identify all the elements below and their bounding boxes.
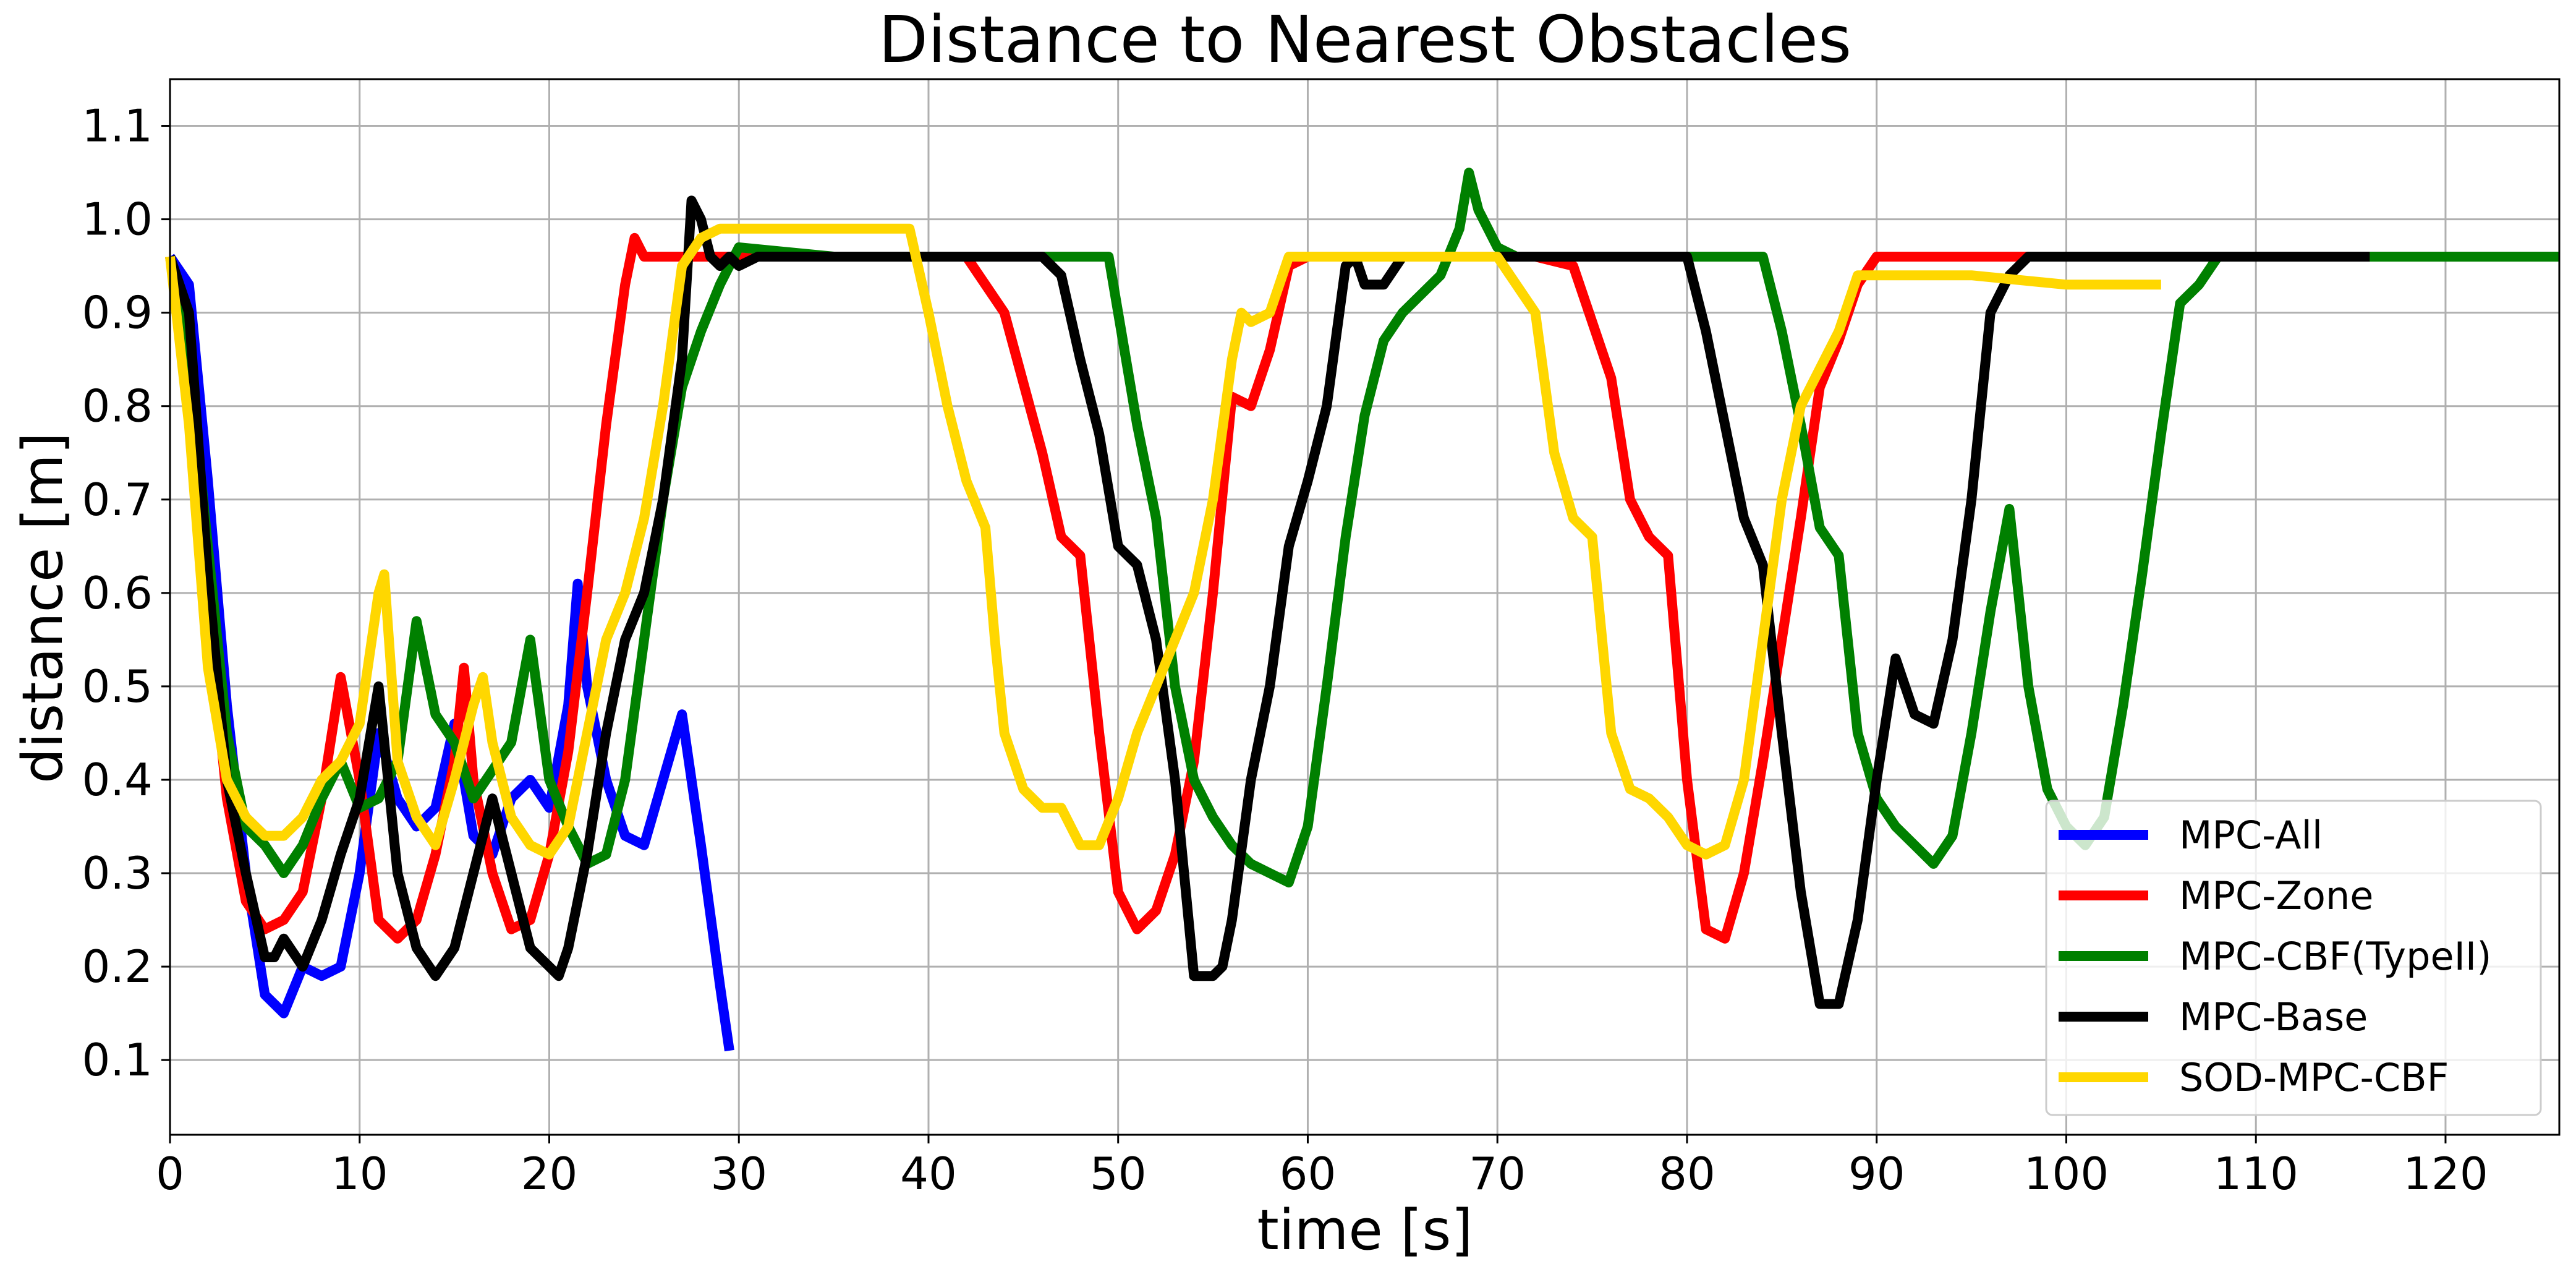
legend-label: MPC-Base [2179,994,2368,1040]
x-tick-label: 110 [2213,1148,2298,1200]
axis-ticks: 0 10 20 30 40 50 60 70 80 90 100 110 120 0.1 0.2 0.3 0.4… [82,100,2488,1200]
x-tick-label: 120 [2403,1148,2488,1200]
series-line-mpc-base [165,195,2370,1009]
x-tick-label: 80 [1659,1148,1715,1200]
legend-label: MPC-All [2179,813,2323,858]
series-lines [165,168,2559,1052]
y-tick-label: 0.1 [82,1034,153,1086]
y-tick-label: 0.4 [82,754,153,806]
legend-label: MPC-Zone [2179,873,2373,918]
y-tick-label: 1.0 [82,194,153,246]
x-tick-label: 30 [710,1148,767,1200]
x-tick-label: 60 [1280,1148,1337,1200]
y-tick-label: 0.8 [82,380,153,432]
x-tick-label: 20 [521,1148,578,1200]
x-tick-label: 10 [331,1148,388,1200]
y-tick-label: 1.1 [82,100,153,152]
plot-frame [169,78,2561,1136]
legend: MPC-All MPC-Zone MPC-CBF(TypeII) MPC-Base SO… [2045,800,2542,1116]
x-tick-label: 0 [156,1148,184,1200]
x-tick-label: 40 [900,1148,957,1200]
y-tick-label: 0.3 [82,847,153,899]
series-line-mpc-zone [165,233,2370,944]
y-axis-label: distance [m] [11,432,75,784]
series-line-mpc-cbf-typeii- [165,168,2559,888]
legend-label: SOD-MPC-CBF [2179,1055,2449,1100]
x-axis-label: time [s] [1257,1198,1473,1263]
chart-title: Distance to Nearest Obstacles [878,2,1851,77]
series-line-sod-mpc-cbf [165,223,2161,860]
y-tick-label: 0.7 [82,474,153,526]
y-tick-label: 0.5 [82,660,153,712]
y-tick-label: 0.9 [82,287,153,339]
legend-box [2045,800,2542,1116]
y-tick-label: 0.6 [82,567,153,619]
x-tick-label: 100 [2024,1148,2109,1200]
legend-label: MPC-CBF(TypeII) [2179,934,2491,979]
x-tick-label: 50 [1090,1148,1147,1200]
y-tick-label: 0.2 [82,941,153,993]
x-tick-label: 70 [1469,1148,1526,1200]
x-tick-label: 90 [1848,1148,1905,1200]
